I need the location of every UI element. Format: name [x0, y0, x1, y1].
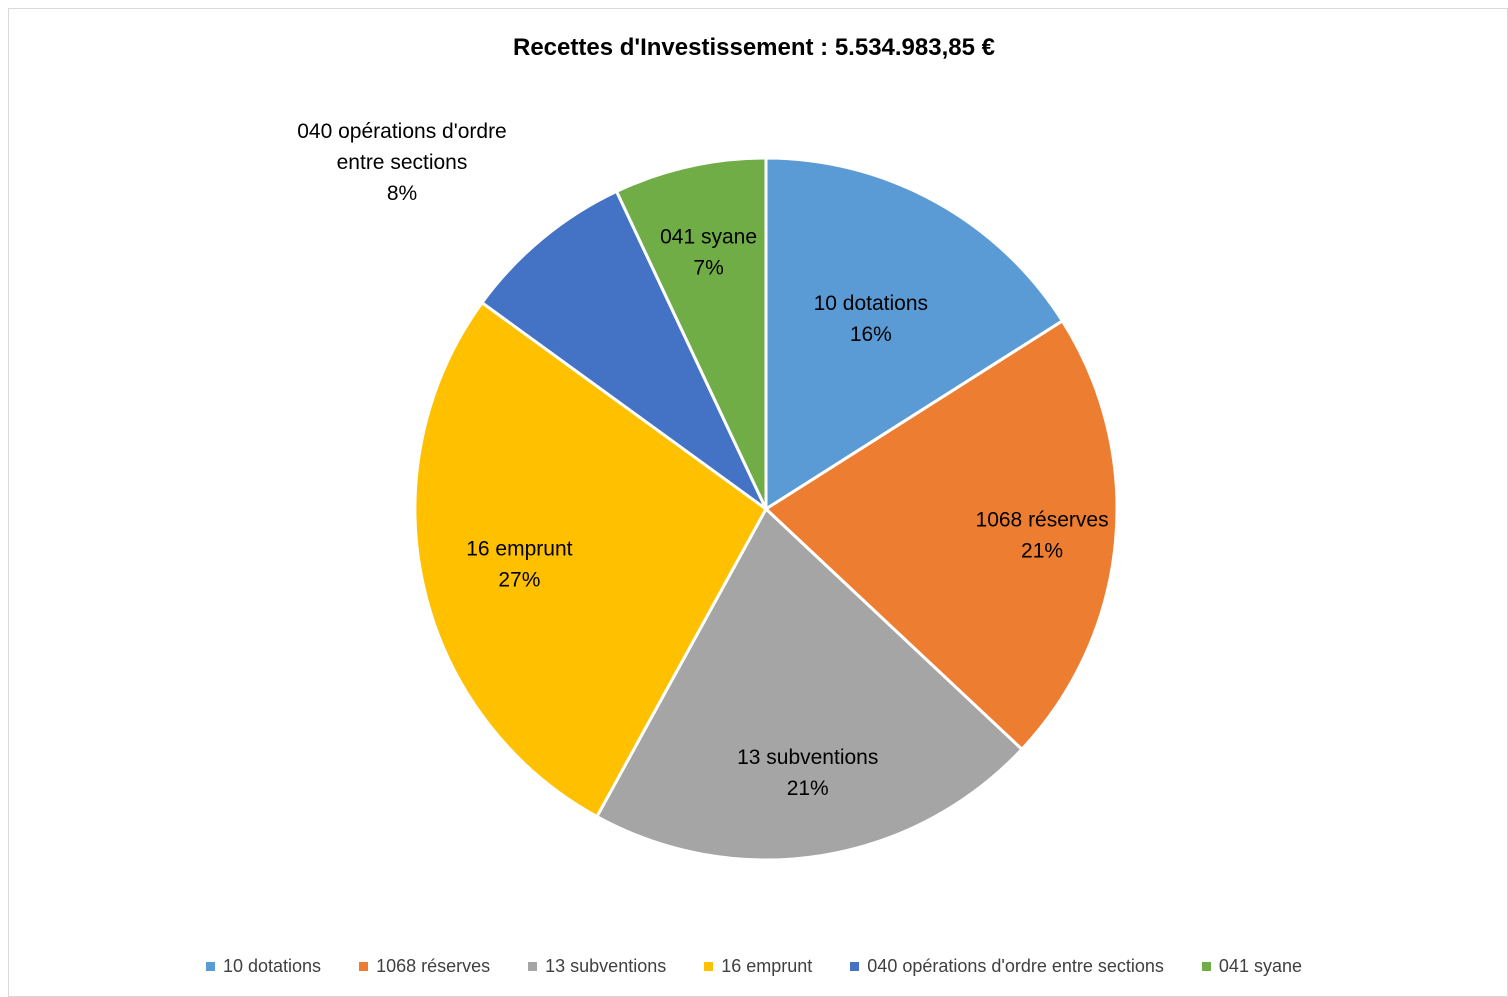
pie-slice-041-syane — [614, 156, 768, 510]
legend-item-040-operations-d-ordre-entre-sections: 040 opérations d'ordre entre sections — [850, 956, 1164, 977]
pie-slice-10-dotations — [764, 156, 1065, 512]
legend-swatch — [850, 962, 860, 971]
pie-slice-13-subventions — [594, 506, 1024, 862]
data-label-041-syane: 041 syane 7% — [660, 226, 757, 280]
legend-label: 10 dotations — [222, 956, 322, 976]
pie-slice-16-emprunt — [413, 300, 768, 819]
legend-item-041-syane: 041 syane — [1201, 956, 1302, 977]
pie-slice-040-operations-d-ordre-entre-sections — [479, 189, 768, 511]
chart-legend: 10 dotations 1068 réserves 13 subventions 1… — [0, 956, 1508, 977]
data-label-16-emprunt: 16 emprunt 27% — [466, 538, 572, 592]
legend-swatch — [1201, 962, 1211, 971]
legend-swatch — [528, 962, 538, 971]
data-label-040-operations-d-ordre-entre-sections: 040 opérations d'ordre entre sections 8% — [297, 120, 507, 205]
legend-label: 041 syane — [1218, 956, 1302, 976]
legend-item-16-emprunt: 16 emprunt — [704, 956, 812, 977]
legend-swatch — [704, 962, 714, 971]
legend-label: 16 emprunt — [721, 956, 813, 976]
legend-item-10-dotations: 10 dotations — [205, 956, 322, 977]
legend-label: 1068 réserves — [376, 956, 491, 976]
data-label-10-dotations: 10 dotations 16% — [814, 292, 928, 346]
chart-title: Recettes d'Investissement : 5.534.983,85… — [513, 34, 995, 61]
pie-slice-1068-reserves — [763, 318, 1119, 752]
legend-item-13-subventions: 13 subventions — [528, 956, 666, 977]
legend-label: 040 opérations d'ordre entre sections — [867, 956, 1164, 976]
legend-item-1068-reserves: 1068 réserves — [359, 956, 490, 977]
legend-swatch — [205, 962, 215, 971]
legend-label: 13 subventions — [545, 956, 667, 976]
legend-swatch — [359, 962, 369, 971]
data-label-13-subventions: 13 subventions 21% — [737, 746, 878, 800]
data-label-1068-reserves: 1068 réserves 21% — [976, 509, 1109, 563]
